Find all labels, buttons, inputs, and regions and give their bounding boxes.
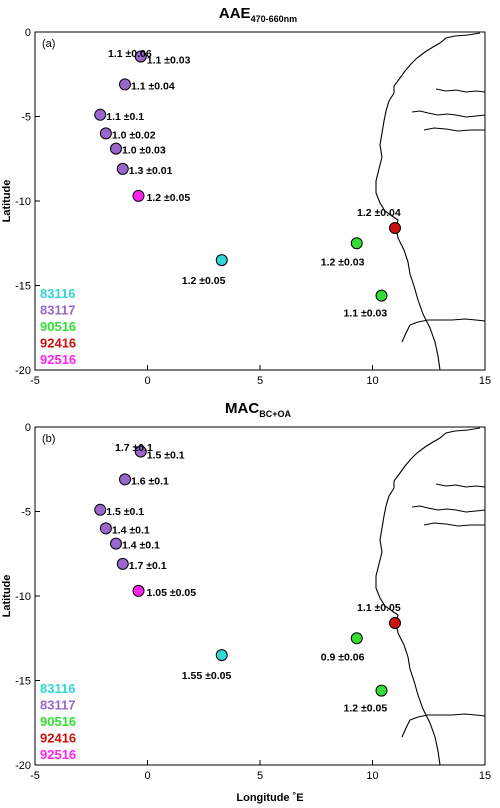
panel-b-extra-label: 1.7 ±0.1 [115,442,153,454]
panel-b-x-axis: -5 0 5 10 15 [30,760,491,782]
data-point-92516 [132,584,145,597]
x-tick-label: 15 [479,375,491,387]
data-point-83117 [110,537,122,550]
data-point-92516 [132,189,145,202]
x-tick-label: 5 [257,770,263,782]
data-point-83117 [116,162,129,175]
data-point-83117 [119,78,131,91]
x-tick-label: -5 [30,375,40,387]
legend-entry-92516: 92516 [40,747,76,762]
legend-entry-92416: 92416 [40,336,76,351]
y-tick-label: -15 [15,676,31,688]
data-value-label: 1.6 ±0.1 [131,475,169,487]
data-point-83116 [215,254,228,267]
data-value-label: 1.2 ±0.04 [357,207,401,219]
y-tick-label: 0 [25,422,31,434]
data-value-label: 0.9 ±0.06 [321,651,365,663]
data-value-label: 1.2 ±0.03 [321,256,365,268]
data-point-83117 [110,142,122,155]
x-tick-label: 5 [257,375,263,387]
panel-a-frame [34,31,486,371]
y-tick-label: -20 [15,760,31,772]
y-tick-label: -5 [21,112,31,124]
data-value-label: 1.1 ±0.03 [344,308,388,320]
data-point-83117 [99,127,112,140]
x-tick-label: 15 [479,770,491,782]
y-tick-label: 0 [25,27,31,39]
data-point-92416 [389,222,401,235]
data-value-label: 1.55 ±0.05 [182,670,232,682]
panel-b-y-label: Latitude [1,575,13,618]
legend-entry-92416: 92416 [40,731,76,746]
data-point-90516 [375,684,388,697]
y-tick-label: -10 [15,196,31,208]
x-tick-label: 0 [144,375,150,387]
data-value-label: 1.2 ±0.05 [344,703,388,715]
data-point-83117 [134,445,147,458]
legend-entry-90516: 90516 [40,714,76,729]
legend-entry-83117: 83117 [40,303,75,318]
panel-a-label: (a) [42,38,55,50]
legend-entry-83116: 83116 [40,286,75,301]
legend-entry-83116: 83116 [40,681,75,696]
data-point-83117 [99,522,112,535]
data-value-label: 1.1 ±0.03 [147,55,191,67]
panel-a: AAE470-660nm (a) 0 -5 -10 -15 -20 -5 0 5 10 15 L… [1,5,491,387]
data-value-label: 1.0 ±0.03 [122,145,166,157]
data-value-label: 1.5 ±0.1 [147,450,185,462]
legend-entry-83117: 83117 [40,698,75,713]
data-point-83117 [116,557,129,570]
panel-a-x-axis: -5 0 5 10 15 [30,365,491,387]
panel-a-points: 1.2 ±0.05 1.1 ±0.03 1.1 ±0.04 1.1 ±0.1 1.0 ±… [94,50,401,320]
data-value-label: 1.0 ±0.02 [112,129,156,141]
data-point-83116 [215,649,228,662]
data-value-label: 1.1 ±0.04 [131,80,175,92]
panel-b-title: MACBC+OA [225,400,291,419]
data-point-90516 [350,237,363,250]
legend-entry-92516: 92516 [40,352,76,367]
panel-b-y-axis: 0 -5 -10 -15 -20 [15,422,40,772]
data-point-83117 [94,108,107,121]
legend-entry-90516: 90516 [40,319,76,334]
data-value-label: 1.5 ±0.1 [106,506,144,518]
data-point-83117 [94,503,107,516]
panel-b-frame [34,426,486,766]
data-value-label: 1.4 ±0.1 [122,540,160,552]
data-point-90516 [350,632,363,645]
data-point-83117 [119,473,131,486]
data-value-label: 1.1 ±0.1 [106,111,144,123]
data-value-label: 1.7 ±0.1 [129,560,167,572]
panel-a-y-label: Latitude [1,180,13,223]
data-point-90516 [375,289,388,302]
data-value-label: 1.05 ±0.05 [147,587,197,599]
data-value-label: 1.3 ±0.01 [129,165,173,177]
panel-b-label: (b) [42,433,55,445]
x-tick-label: 10 [366,375,378,387]
panel-b-points: 1.55 ±0.05 1.5 ±0.1 1.6 ±0.1 1.5 ±0.1 1.4 ±0… [94,445,401,715]
y-tick-label: -20 [15,365,31,377]
data-value-label: 1.2 ±0.05 [147,192,191,204]
y-tick-label: -10 [15,591,31,603]
data-point-92416 [389,617,401,630]
panel-a-title: AAE470-660nm [219,5,297,24]
x-tick-label: -5 [30,770,40,782]
data-value-label: 1.1 ±0.05 [357,602,401,614]
panel-a-extra-label: 1.1 ±0.06 [108,48,152,60]
data-point-83117 [134,50,147,63]
x-tick-label: 0 [144,770,150,782]
data-value-label: 1.4 ±0.1 [112,524,150,536]
x-tick-label: 10 [366,770,378,782]
panel-a-y-axis: 0 -5 -10 -15 -20 [15,27,40,377]
y-tick-label: -15 [15,281,31,293]
data-value-label: 1.2 ±0.05 [182,275,226,287]
coastline [375,32,486,371]
panel-b-x-label: Longitude ˚E [236,792,303,804]
y-tick-label: -5 [21,507,31,519]
panel-b: MACBC+OA (b) 0 -5 -10 -15 -20 -5 0 5 10 15 Latit… [1,400,491,804]
coastline [375,427,486,766]
